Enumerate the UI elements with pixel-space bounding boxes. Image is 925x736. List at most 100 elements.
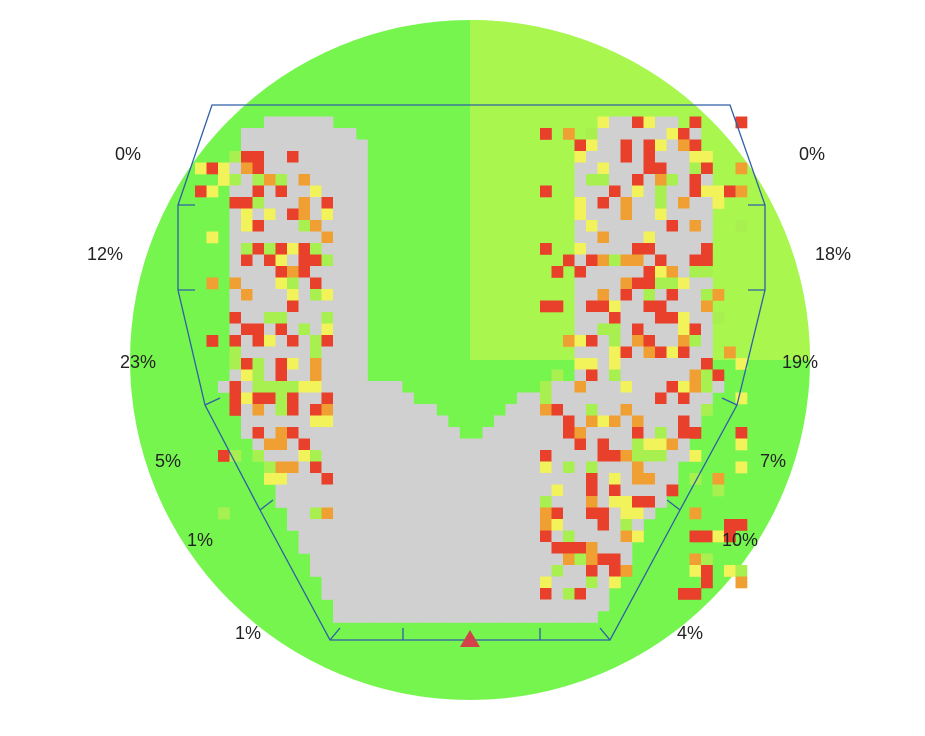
cell [206,231,219,244]
cell [494,588,506,600]
cell [586,588,598,600]
cell [275,346,288,359]
cell [655,461,667,474]
cell [597,116,610,129]
cell [344,300,357,313]
cell [402,473,414,485]
cell [264,438,276,451]
cell [528,415,541,428]
cell [321,128,334,140]
cell [241,254,253,267]
cell [402,461,414,474]
cell [402,507,414,520]
cell [609,427,621,439]
cell [367,496,380,508]
cell [482,484,495,497]
cell [563,415,575,428]
cell [321,162,334,175]
cell [620,346,633,359]
cell [367,542,380,554]
cell [620,369,633,382]
cell [264,312,276,324]
cell [344,243,357,255]
cell [574,450,587,462]
cell [264,323,276,336]
cell [310,553,322,566]
cell [321,576,334,589]
cell [471,542,483,554]
cell [689,588,702,600]
cell [597,162,610,175]
cell [275,128,288,140]
cell [517,404,529,416]
cell [229,162,242,175]
cell [436,415,449,428]
cell [448,473,460,485]
cell [574,266,587,278]
cell [597,151,610,163]
cell [425,438,437,451]
cell [459,450,472,462]
cell [333,427,345,439]
cell [574,220,587,232]
cell [333,588,345,600]
cell [413,496,426,508]
cell [379,599,391,612]
cell [666,139,679,152]
cell [574,197,587,209]
cell [275,162,288,175]
cell [448,530,460,543]
cell [275,300,288,313]
cell [264,392,276,405]
cell [586,553,598,566]
cell [620,542,633,554]
cell [632,450,644,462]
cell [333,243,345,255]
left-label: 1% [187,530,213,550]
cell [505,438,518,451]
cell [712,197,725,209]
cell [689,473,702,485]
cell [678,289,690,301]
cell [735,461,748,474]
cell [252,358,265,370]
cell [540,381,552,393]
cell [666,300,679,313]
cell [310,392,322,405]
cell [356,392,368,405]
cell [597,427,610,439]
cell [735,116,748,129]
cell [310,473,322,485]
cell [298,346,311,359]
cell [321,174,334,186]
cell [298,438,311,451]
cell [586,266,598,278]
cell [643,415,656,428]
cell [609,277,621,290]
cell [344,461,357,474]
cell [275,484,288,497]
cell [275,450,288,462]
cell [494,415,506,428]
cell [551,542,564,554]
right-label: 0% [799,144,825,164]
cell [287,254,299,267]
cell [310,427,322,439]
cell [597,576,610,589]
cell [321,438,334,451]
cell [597,346,610,359]
cell [655,346,667,359]
cell [333,496,345,508]
cell [367,599,380,612]
cell [252,231,265,244]
cell [597,369,610,382]
cell [678,369,690,382]
cell [724,519,736,531]
cell [620,128,633,140]
cell [275,323,288,336]
cell [344,335,357,347]
cell [298,162,311,175]
cell [586,151,598,163]
cell [494,484,506,497]
